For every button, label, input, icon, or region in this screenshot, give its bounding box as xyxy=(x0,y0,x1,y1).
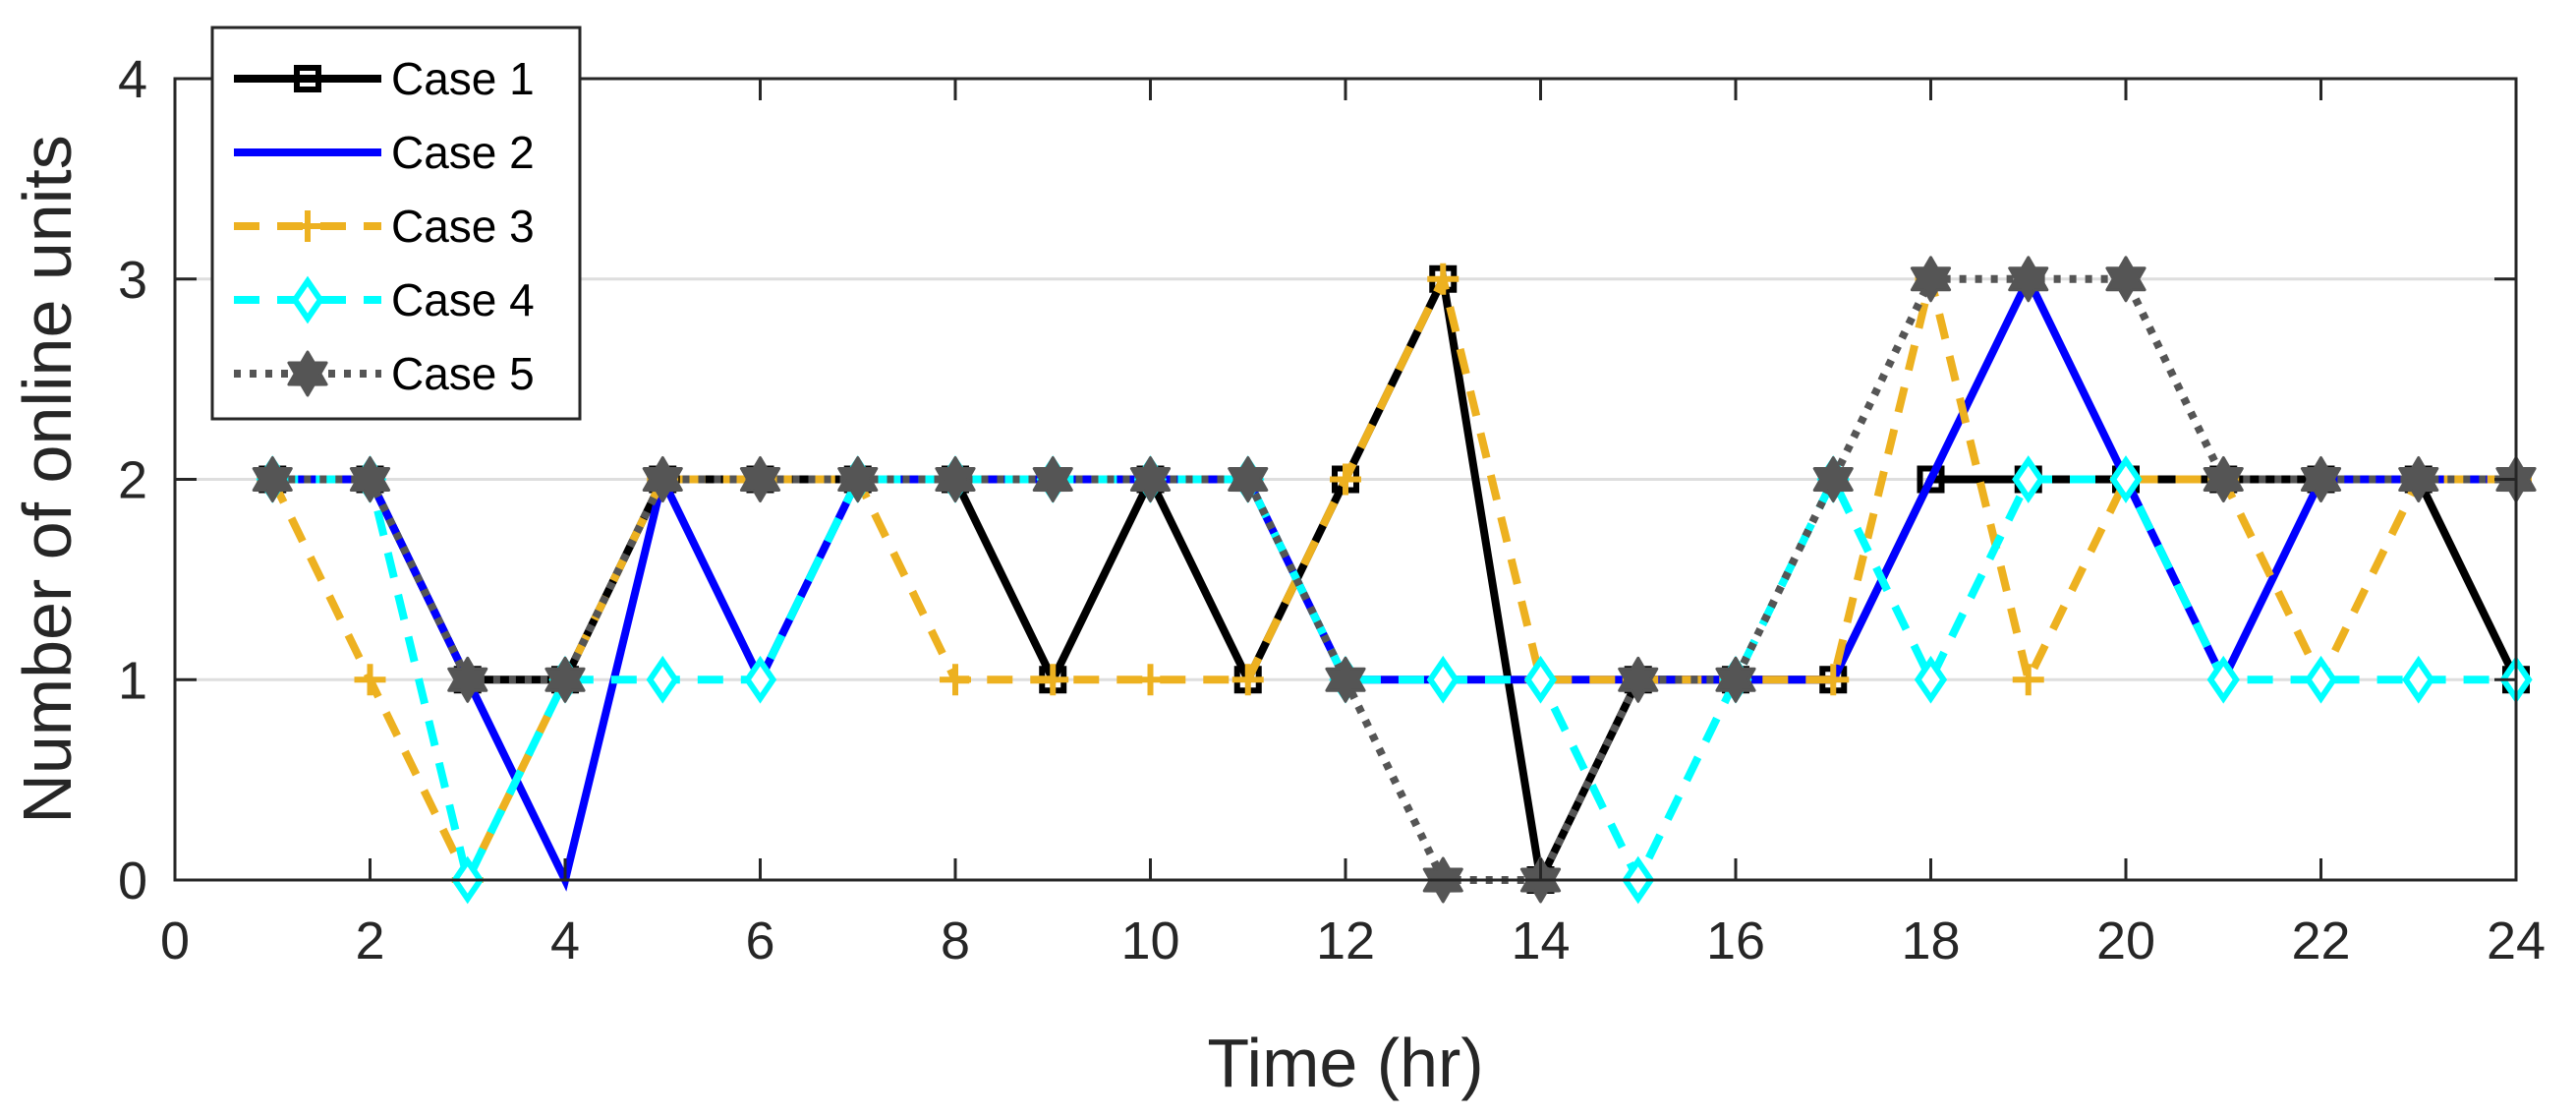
series-lines xyxy=(252,256,2537,905)
point-case-5 xyxy=(1228,456,1269,502)
point-case-5 xyxy=(349,456,391,502)
x-tick-label: 4 xyxy=(550,911,580,970)
point-case-5 xyxy=(1032,456,1073,502)
legend-box xyxy=(210,26,582,421)
y-tick-label: 4 xyxy=(118,50,147,109)
x-axis-title: Time (hr) xyxy=(1207,1025,1483,1101)
x-tick-label: 18 xyxy=(1901,911,1960,970)
x-tick-label: 22 xyxy=(2291,911,2350,970)
point-case-4 xyxy=(2304,655,2338,704)
legend-label-case-2: Case 2 xyxy=(391,127,535,178)
point-case-4 xyxy=(2402,655,2435,704)
point-case-5 xyxy=(1618,656,1659,703)
point-case-4 xyxy=(1426,655,1460,704)
y-tick-label: 2 xyxy=(118,451,147,510)
legend-entry-case-1: Case 1 xyxy=(234,53,535,104)
x-tick-label: 16 xyxy=(1706,911,1765,970)
point-case-5 xyxy=(1812,456,1854,502)
y-tick-label: 3 xyxy=(118,251,147,310)
y-axis-title: Number of online units xyxy=(9,135,86,823)
point-case-5 xyxy=(252,456,293,502)
series-line-case-5 xyxy=(272,274,2516,884)
x-tick-label: 12 xyxy=(1316,911,1375,970)
point-case-3 xyxy=(1037,664,1069,696)
point-case-5 xyxy=(2203,456,2244,502)
point-case-1 xyxy=(1917,465,1945,494)
point-case-5 xyxy=(1910,256,1952,303)
legend-entry-case-5: Case 5 xyxy=(234,348,535,399)
series-line-case-4 xyxy=(272,470,2516,892)
point-case-3 xyxy=(1427,263,1460,295)
legend-marker-case-1 xyxy=(294,65,321,92)
point-case-3 xyxy=(1134,664,1167,696)
legend-marker-case-3 xyxy=(292,210,323,242)
x-tick-label: 14 xyxy=(1511,911,1570,970)
legend-marker-case-5 xyxy=(287,350,328,397)
x-tick-label: 0 xyxy=(160,911,190,970)
point-case-3 xyxy=(940,664,971,696)
point-case-4 xyxy=(743,655,777,704)
x-tick-label: 10 xyxy=(1120,911,1179,970)
point-case-3 xyxy=(1817,664,1850,696)
point-case-5 xyxy=(2300,456,2342,502)
point-case-4 xyxy=(1914,655,1948,704)
legend-entry-case-2: Case 2 xyxy=(234,127,535,178)
x-tick-label: 20 xyxy=(2096,911,2155,970)
y-tick-label: 1 xyxy=(118,651,147,710)
x-tick-label: 6 xyxy=(745,911,774,970)
point-case-4 xyxy=(1523,655,1558,704)
legend-label-case-4: Case 4 xyxy=(391,274,535,325)
point-case-5 xyxy=(1325,656,1366,703)
point-case-5 xyxy=(837,456,879,502)
legend-label-case-5: Case 5 xyxy=(391,348,535,399)
legend-marker-case-4 xyxy=(291,275,324,324)
point-case-5 xyxy=(935,456,976,502)
point-case-5 xyxy=(447,656,488,703)
point-case-3 xyxy=(1330,463,1361,496)
legend-label-case-1: Case 1 xyxy=(391,53,535,104)
point-case-4 xyxy=(2012,455,2045,503)
axes-box xyxy=(173,77,2518,882)
point-case-3 xyxy=(2012,664,2044,696)
point-case-5 xyxy=(642,456,683,502)
x-tick-label: 24 xyxy=(2487,911,2546,970)
legend-entry-case-4: Case 4 xyxy=(234,274,535,325)
point-case-5 xyxy=(2398,456,2439,502)
point-case-4 xyxy=(2206,655,2240,704)
point-case-5 xyxy=(2105,256,2147,303)
x-tick-label: 2 xyxy=(355,911,384,970)
legend-entry-case-3: Case 3 xyxy=(234,201,535,252)
point-case-5 xyxy=(1715,656,1756,703)
legend-label-case-3: Case 3 xyxy=(391,201,535,252)
point-case-3 xyxy=(1231,664,1264,696)
legend: Case 1 Case 2 Case 3 Case 4 Case 5 xyxy=(210,26,582,421)
point-case-5 xyxy=(739,456,781,502)
point-case-4 xyxy=(646,655,679,704)
y-tick-label: 0 xyxy=(118,852,147,910)
axes xyxy=(173,77,2518,882)
point-case-5 xyxy=(1129,456,1172,502)
point-case-5 xyxy=(2008,256,2049,303)
x-tick-label: 8 xyxy=(941,911,970,970)
point-case-3 xyxy=(354,664,386,696)
point-case-5 xyxy=(544,656,586,703)
point-case-4 xyxy=(2109,455,2143,503)
